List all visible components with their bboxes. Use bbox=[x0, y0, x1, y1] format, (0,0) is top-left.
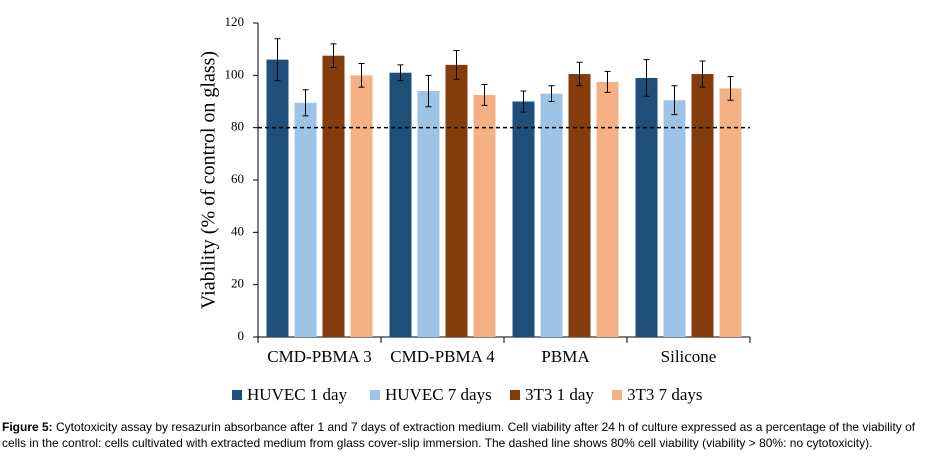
bar bbox=[350, 75, 373, 337]
bar bbox=[294, 102, 317, 337]
bar bbox=[389, 72, 412, 337]
y-tick-label: 60 bbox=[231, 171, 244, 186]
caption-label: Figure 5: bbox=[2, 420, 53, 434]
caption: Figure 5: Cytotoxicity assay by resazuri… bbox=[2, 419, 927, 451]
x-tick-label: PBMA bbox=[541, 347, 590, 366]
legend-swatch bbox=[370, 390, 380, 400]
error-bar bbox=[453, 49, 460, 80]
legend-swatch bbox=[232, 390, 242, 400]
error-bar bbox=[576, 61, 583, 87]
bar bbox=[266, 59, 289, 338]
error-bar bbox=[274, 38, 281, 82]
bar bbox=[596, 81, 619, 337]
error-bar bbox=[604, 70, 611, 93]
bar bbox=[719, 88, 742, 338]
y-tick-label: 40 bbox=[231, 223, 244, 238]
x-tick-label: CMD-PBMA 4 bbox=[390, 347, 495, 366]
error-bar bbox=[425, 74, 432, 108]
bar bbox=[473, 94, 496, 337]
error-bar bbox=[330, 43, 337, 68]
error-bar bbox=[397, 64, 404, 82]
x-tick-label: CMD-PBMA 3 bbox=[267, 347, 371, 366]
legend-label: HUVEC 1 day bbox=[247, 385, 348, 404]
bar bbox=[445, 64, 468, 337]
bar bbox=[512, 101, 535, 337]
x-tick-label: Silicone bbox=[661, 347, 717, 366]
bar bbox=[568, 74, 591, 338]
bar bbox=[417, 91, 440, 338]
error-bar bbox=[358, 63, 365, 88]
legend-swatch bbox=[612, 390, 622, 400]
y-tick-label: 0 bbox=[238, 328, 245, 343]
caption-text: Cytotoxicity assay by resazurin absorban… bbox=[2, 420, 916, 450]
error-bar bbox=[727, 76, 734, 101]
error-bar bbox=[699, 60, 706, 88]
error-bar bbox=[520, 90, 527, 113]
error-bar bbox=[481, 83, 488, 106]
bar bbox=[691, 74, 714, 338]
error-bar bbox=[671, 85, 678, 116]
bar bbox=[540, 93, 563, 338]
y-tick-label: 20 bbox=[231, 276, 244, 291]
bar bbox=[322, 55, 345, 337]
y-tick-label: 100 bbox=[225, 66, 245, 81]
y-tick-label: 80 bbox=[231, 119, 244, 134]
chart: Viability (% of control on glass) 0 20 40 6… bbox=[198, 14, 751, 404]
legend-swatch bbox=[510, 390, 520, 400]
legend-label: 3T3 1 day bbox=[525, 385, 594, 404]
legend-label: 3T3 7 days bbox=[627, 385, 703, 404]
bar bbox=[663, 100, 686, 337]
bar bbox=[635, 77, 658, 337]
y-axis-label: Viability (% of control on glass) bbox=[198, 51, 220, 309]
error-bar bbox=[643, 59, 650, 97]
error-bar bbox=[302, 89, 309, 117]
legend-label: HUVEC 7 days bbox=[385, 385, 492, 404]
error-bar bbox=[548, 85, 555, 102]
y-tick-label: 120 bbox=[225, 14, 245, 29]
